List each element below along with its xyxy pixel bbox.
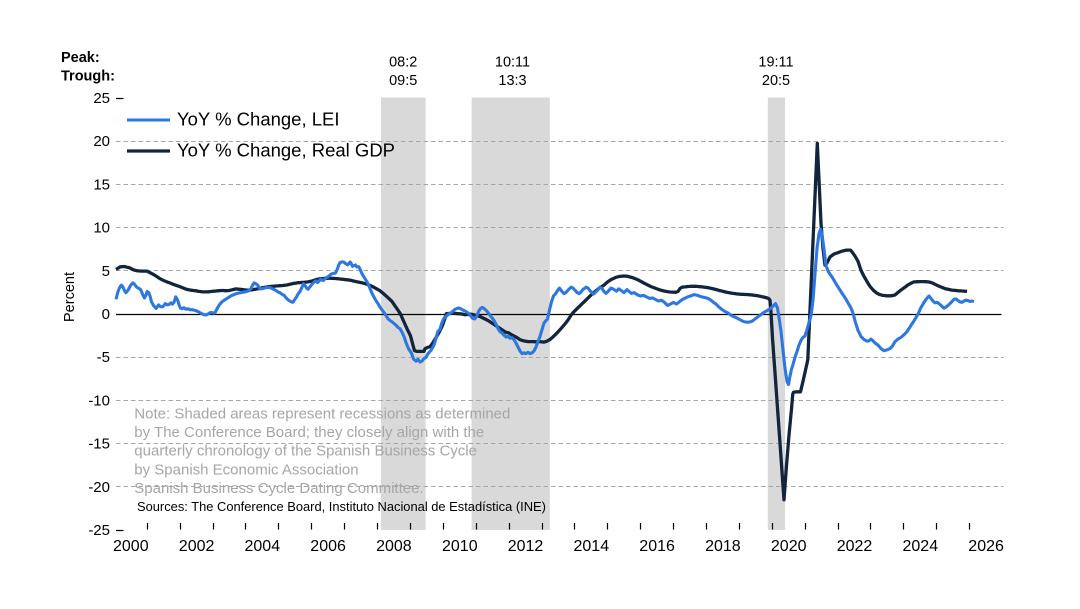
svg-text:YoY % Change, LEI: YoY % Change, LEI	[177, 109, 340, 130]
svg-text:20:5: 20:5	[762, 73, 790, 89]
svg-text:-15: -15	[88, 436, 110, 453]
svg-text:15: 15	[93, 176, 110, 193]
svg-text:20: 20	[93, 133, 110, 150]
svg-text:09:5: 09:5	[389, 73, 417, 89]
svg-text:2024: 2024	[903, 538, 939, 555]
svg-text:2012: 2012	[508, 538, 544, 555]
svg-text:10: 10	[93, 220, 110, 237]
svg-text:13:3: 13:3	[498, 73, 526, 89]
svg-text:Sources: The Conference Board,: Sources: The Conference Board, Instituto…	[137, 499, 546, 514]
svg-text:Note: Shaded areas represent r: Note: Shaded areas represent recessions …	[134, 405, 510, 422]
svg-text:Peak:: Peak:	[61, 50, 100, 66]
svg-text:2014: 2014	[574, 538, 610, 555]
svg-text:2016: 2016	[639, 538, 675, 555]
svg-text:2026: 2026	[968, 538, 1004, 555]
svg-text:Percent: Percent	[62, 272, 78, 322]
svg-text:5: 5	[102, 263, 110, 280]
svg-text:10:11: 10:11	[495, 55, 530, 71]
svg-text:2018: 2018	[705, 538, 741, 555]
svg-text:quarterly chronology of the Sp: quarterly chronology of the Spanish Busi…	[134, 443, 477, 460]
svg-text:-20: -20	[88, 479, 110, 496]
svg-text:2010: 2010	[442, 538, 478, 555]
svg-text:2002: 2002	[179, 538, 215, 555]
svg-text:19:11: 19:11	[758, 55, 793, 71]
svg-text:by Spanish Economic Associatio: by Spanish Economic Association	[134, 461, 358, 478]
svg-text:-5: -5	[97, 349, 110, 366]
svg-text:2022: 2022	[837, 538, 873, 555]
svg-text:2006: 2006	[310, 538, 346, 555]
svg-text:-10: -10	[88, 392, 110, 409]
svg-text:Trough:: Trough:	[61, 69, 115, 85]
svg-text:Spanish Business Cycle Dating: Spanish Business Cycle Dating Committee.	[134, 480, 423, 497]
svg-text:2020: 2020	[771, 538, 807, 555]
svg-text:2004: 2004	[245, 538, 281, 555]
svg-text:YoY % Change, Real GDP: YoY % Change, Real GDP	[177, 140, 395, 161]
svg-text:0: 0	[102, 306, 110, 323]
svg-text:08:2: 08:2	[389, 55, 417, 71]
svg-text:2000: 2000	[113, 538, 149, 555]
svg-text:2008: 2008	[376, 538, 412, 555]
svg-text:25: 25	[93, 90, 110, 107]
svg-text:by The Conference Board; they: by The Conference Board; they closely al…	[134, 424, 484, 441]
svg-text:-25: -25	[88, 522, 110, 539]
